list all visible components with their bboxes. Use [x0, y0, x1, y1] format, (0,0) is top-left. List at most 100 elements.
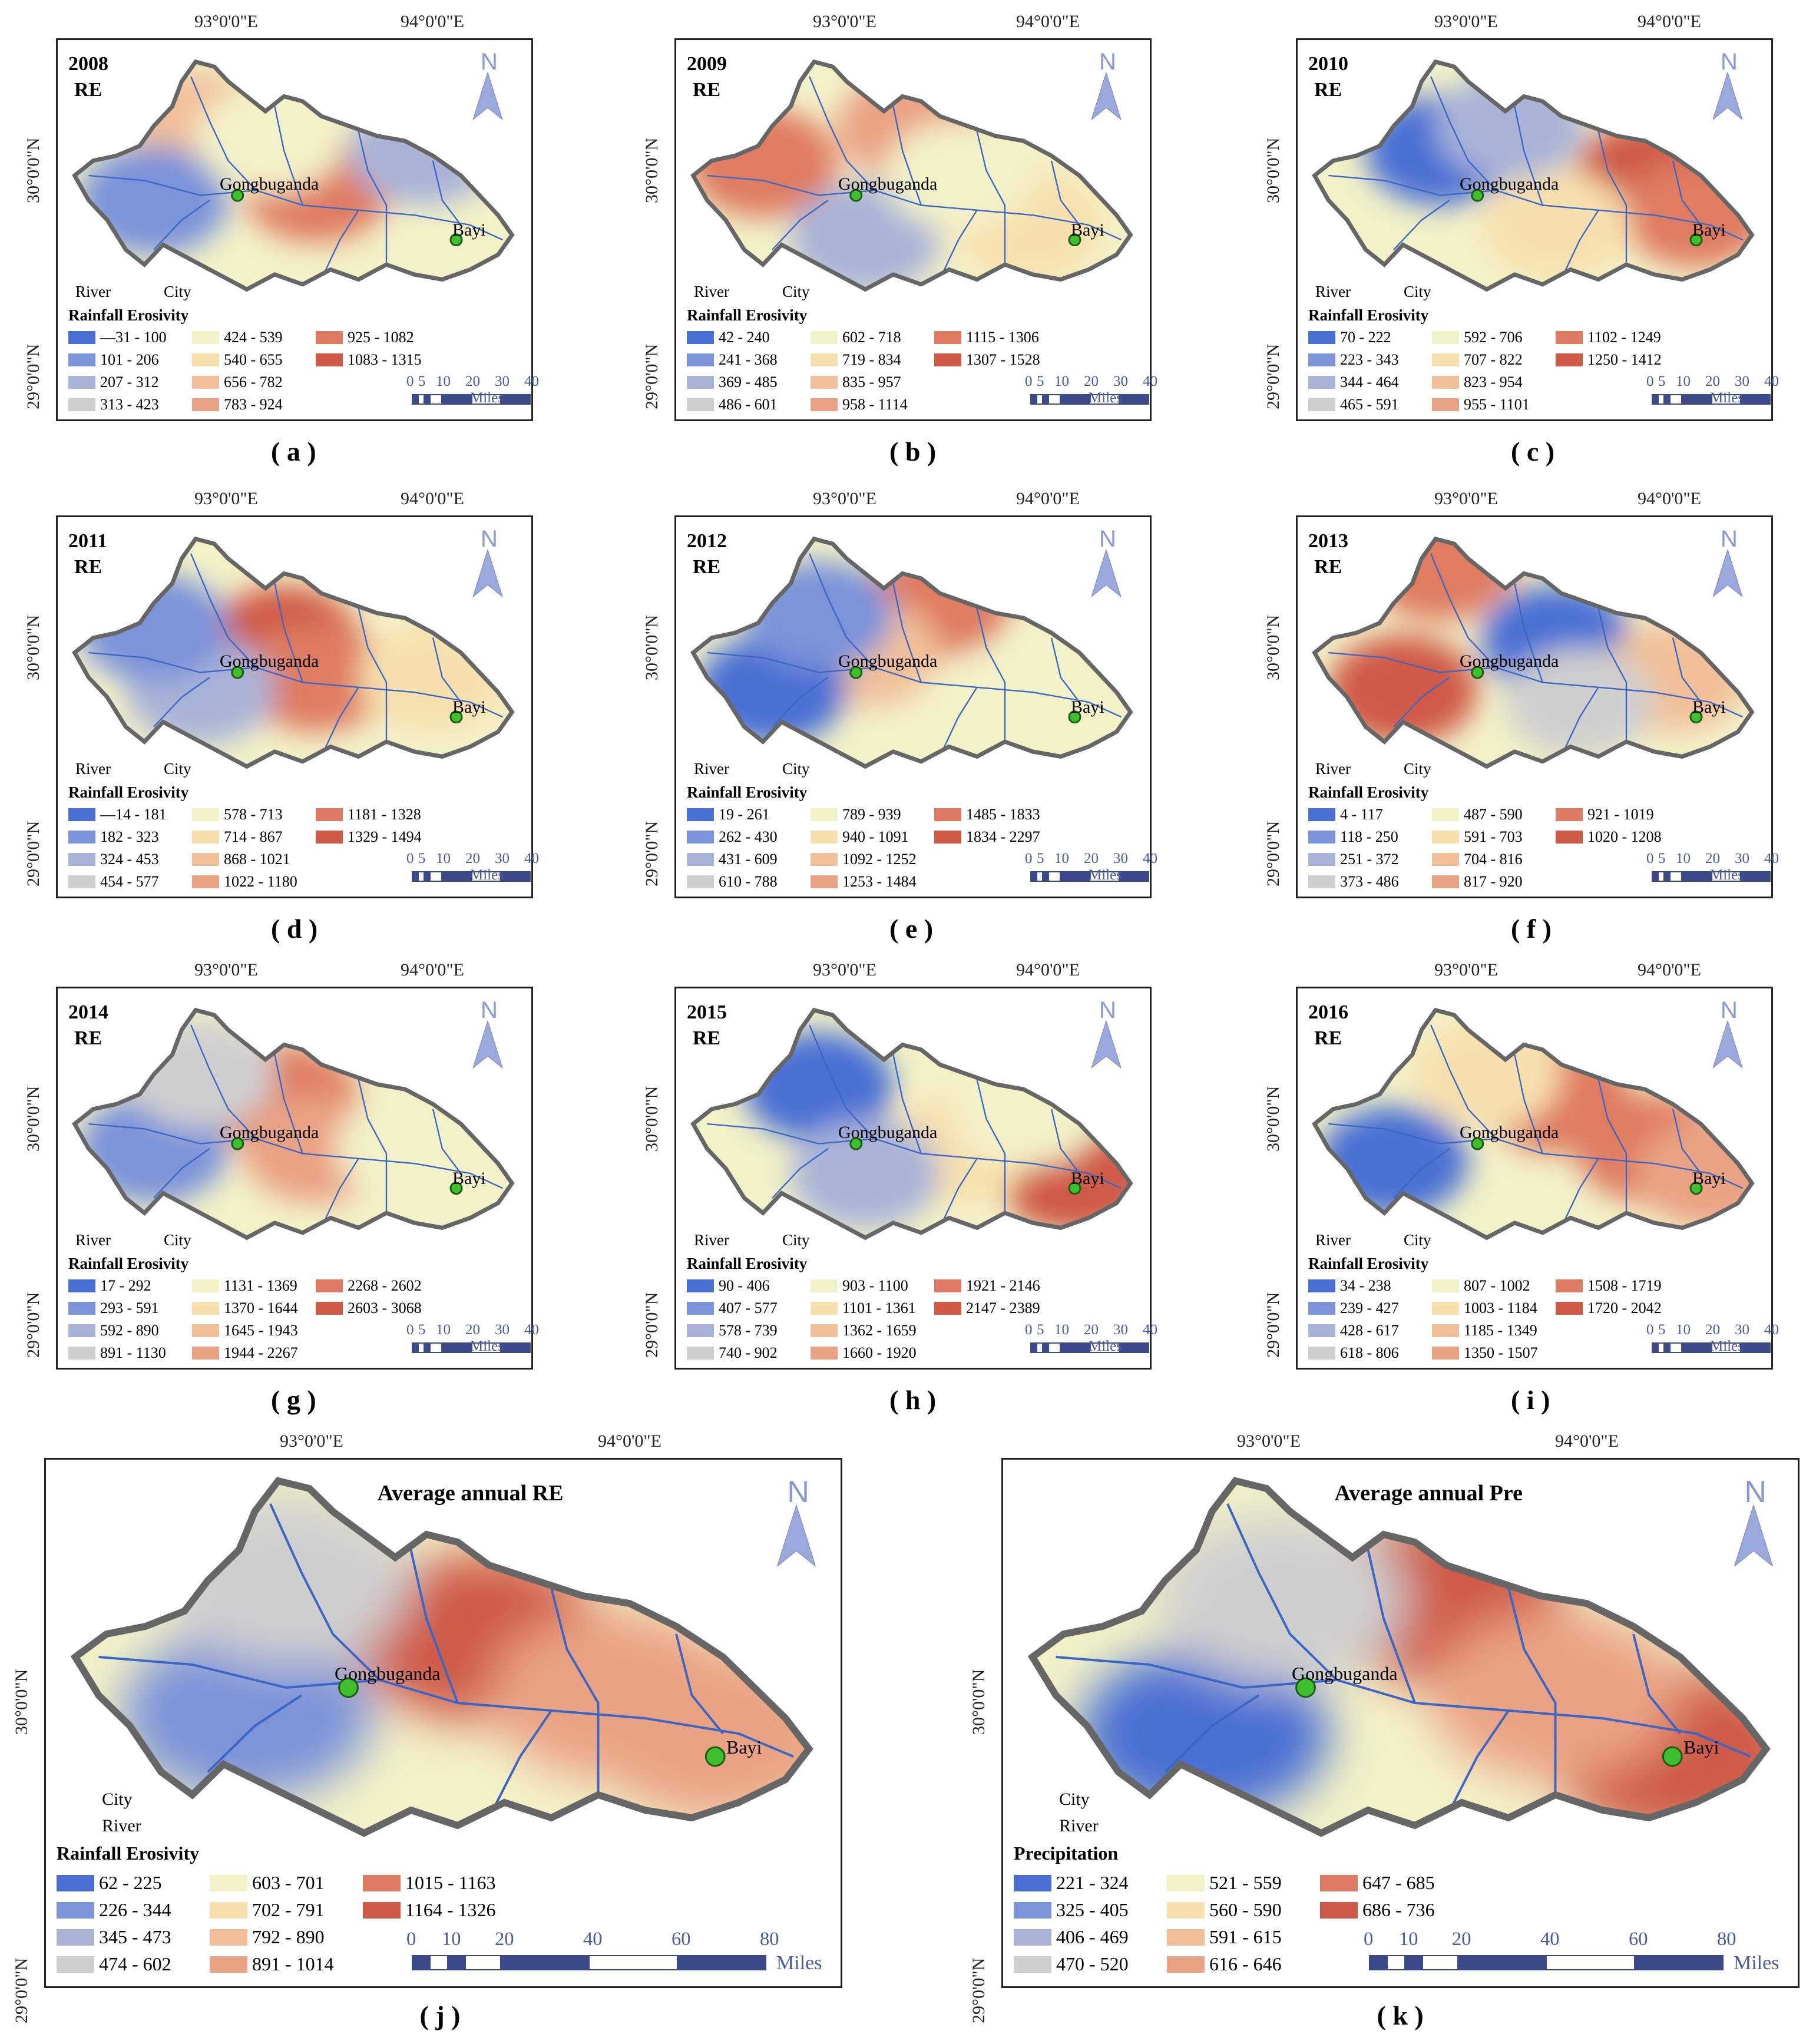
- river-line: [358, 1079, 388, 1213]
- panel-2008: 2008 RE N Gongbuganda Bayi River City Rainfall …: [56, 38, 539, 421]
- lat-label: 30°0'0"N: [24, 614, 43, 680]
- legend-label: 101 - 206: [100, 351, 159, 368]
- city-marker: [1689, 1182, 1703, 1195]
- erosivity-zone: [122, 1630, 372, 1799]
- lat-label: 30°0'0"N: [1263, 614, 1283, 680]
- legend-item: 1181 - 1328: [316, 806, 421, 823]
- legend-label: 592 - 890: [100, 1322, 159, 1339]
- legend-swatch: [1556, 353, 1583, 366]
- erosivity-zone: [1430, 1611, 1681, 1780]
- legend-label: 903 - 1100: [842, 1277, 908, 1294]
- caption-2016: ( i ): [1511, 1385, 1550, 1415]
- scale-unit: Miles: [1710, 1338, 1744, 1354]
- basin-boundary: [1312, 536, 1755, 769]
- panel-average-pre: Average annual Pre N Gongbuganda Bayi City Ri…: [1001, 1458, 1800, 1988]
- legend-item: 406 - 469: [1014, 1926, 1129, 1948]
- legend-swatch: [192, 853, 219, 866]
- north-arrow-icon: N: [470, 49, 505, 120]
- legend-swatch: [1432, 353, 1459, 366]
- north-arrow-shape: [1734, 1505, 1774, 1566]
- lat-label: 29°0'0"N: [1263, 343, 1283, 409]
- legend-label: 817 - 920: [1464, 873, 1523, 890]
- panel-re-label: RE: [74, 79, 102, 101]
- legend-swatch: [57, 1901, 94, 1919]
- legend-swatch: [316, 353, 343, 366]
- legend-item: 325 - 405: [1014, 1899, 1129, 1921]
- river-line: [772, 1148, 829, 1199]
- scale-tick-label: 5: [418, 851, 426, 866]
- city-label-gongbuganda: Gongbuganda: [1292, 1663, 1398, 1684]
- legend-river: River: [694, 760, 729, 778]
- legend-label: 221 - 324: [1056, 1872, 1129, 1893]
- legend-label: 1307 - 1528: [966, 351, 1040, 368]
- river-line: [1560, 1158, 1599, 1228]
- scale-tick-label: 0: [1646, 373, 1654, 389]
- panel-year: 2008: [68, 53, 108, 75]
- scale-tick-label: 5: [1658, 851, 1666, 866]
- north-arrow-icon: N: [1089, 49, 1124, 120]
- scale-tick-label: 10: [1399, 1928, 1418, 1950]
- scale-tick-label: 40: [1143, 373, 1157, 389]
- north-arrow-icon: N: [1089, 526, 1124, 597]
- lon-label: 93°0'0"E: [194, 12, 258, 31]
- legend-item: 1250 - 1412: [1556, 351, 1662, 369]
- legend-swatch: [934, 331, 961, 344]
- legend-label: 1115 - 1306: [966, 329, 1039, 346]
- scale-tick-label: 0: [406, 373, 414, 389]
- map-title: Average annual Pre: [1334, 1481, 1523, 1506]
- legend-label: 521 - 559: [1209, 1872, 1282, 1893]
- legend-swatch: [68, 875, 95, 888]
- scale-tick-label: 0: [1025, 851, 1033, 866]
- legend-label: 431 - 609: [719, 851, 778, 868]
- legend-item: 1350 - 1507: [1432, 1344, 1538, 1362]
- legend-label: 891 - 1130: [100, 1344, 166, 1361]
- caption-2014: ( g ): [271, 1385, 316, 1415]
- legend-swatch: [811, 831, 838, 844]
- river-line: [88, 651, 503, 718]
- scale-tick-label: 40: [1764, 373, 1779, 389]
- river-line: [1050, 160, 1080, 226]
- caption-2008: ( a ): [271, 436, 316, 467]
- scale-tick-label: 40: [524, 373, 539, 389]
- legend-label: 1944 - 2267: [224, 1344, 298, 1361]
- scale-tick-label: 20: [1084, 1322, 1099, 1338]
- north-arrow-icon: N: [773, 1474, 819, 1566]
- legend-item: 1660 - 1920: [811, 1344, 917, 1362]
- scale-tick-label: 30: [1113, 373, 1128, 389]
- legend-swatch: [1556, 808, 1583, 821]
- city-label-gongbuganda: Gongbuganda: [838, 174, 938, 194]
- legend-swatch: [811, 1324, 838, 1337]
- scale-tick-label: 20: [465, 851, 480, 866]
- river-line: [207, 1694, 303, 1773]
- legend-swatch: [687, 831, 714, 844]
- legend-city: City: [164, 1231, 191, 1249]
- legend-label: —31 - 100: [100, 329, 167, 346]
- basin-map: [690, 536, 1133, 769]
- lon-label: 93°0'0"E: [1434, 489, 1498, 508]
- lon-label: 93°0'0"E: [280, 1431, 343, 1451]
- legend-swatch: [316, 831, 343, 844]
- caption-j: ( j ): [419, 2000, 461, 2030]
- river-line: [1672, 1109, 1702, 1174]
- panel-re-label: RE: [1314, 556, 1342, 578]
- basin-boundary: [1312, 59, 1755, 292]
- river-line: [1672, 160, 1702, 226]
- legend-label: 925 - 1082: [348, 329, 414, 346]
- basin-boundary: [70, 1477, 813, 1837]
- legend-item: 704 - 816: [1432, 851, 1523, 868]
- legend-item: 1115 - 1306: [934, 329, 1039, 346]
- legend-swatch: [1308, 353, 1335, 366]
- legend-swatch: [1308, 1279, 1335, 1292]
- legend-swatch: [316, 1302, 343, 1315]
- legend-label: 1250 - 1412: [1587, 351, 1662, 368]
- river-line: [1632, 1633, 1682, 1735]
- legend-swatch: [210, 1874, 247, 1891]
- river-line: [274, 106, 303, 206]
- legend-item: 868 - 1021: [192, 851, 290, 868]
- legend-title: Precipitation: [1014, 1843, 1119, 1864]
- legend-label: 560 - 590: [1209, 1899, 1282, 1920]
- legend-label: 1350 - 1507: [1464, 1344, 1538, 1361]
- legend-swatch: [68, 808, 95, 821]
- north-label: N: [1099, 997, 1116, 1023]
- legend-label: 540 - 655: [224, 351, 283, 368]
